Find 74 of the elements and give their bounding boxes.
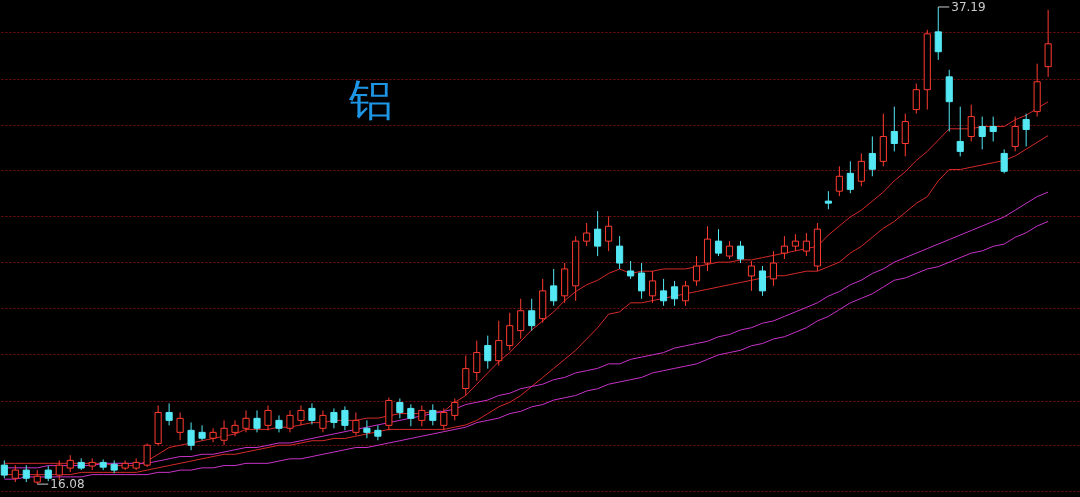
- candlestick: [989, 116, 997, 142]
- candlestick: [703, 225, 712, 272]
- candlestick: [638, 262, 646, 300]
- candlestick: [209, 427, 217, 443]
- candlestick: [1022, 113, 1030, 147]
- candlestick: [418, 404, 426, 427]
- candlestick: [967, 104, 975, 142]
- candlestick: [275, 414, 283, 433]
- candlestick: [308, 402, 316, 425]
- candlestick: [978, 116, 986, 150]
- candlestick: [242, 409, 250, 433]
- candlestick: [616, 235, 624, 270]
- candlestick: [857, 152, 865, 187]
- candlestick: [176, 411, 184, 441]
- candlestick: [670, 280, 679, 307]
- candlestick: [297, 404, 305, 426]
- candlestick: [714, 228, 723, 257]
- candlestick: [824, 190, 832, 210]
- candlestick: [165, 402, 173, 426]
- candlestick: [912, 83, 920, 115]
- candlestick: [407, 403, 415, 427]
- candlestick: [396, 397, 404, 419]
- candlestick: [692, 255, 701, 287]
- candlestick: [330, 407, 338, 429]
- candlestick: [780, 235, 789, 260]
- candlestick: [374, 424, 382, 441]
- candlestick: [484, 335, 492, 370]
- annotation: 37.19: [951, 0, 986, 14]
- candlestick: [517, 298, 525, 340]
- candlestick: [659, 278, 668, 307]
- candlestick: [846, 160, 854, 194]
- candlestick: [341, 405, 349, 431]
- candlestick: [769, 250, 778, 287]
- candlestick: [286, 409, 294, 433]
- candlestick: [231, 419, 239, 437]
- candlestick: [352, 411, 360, 436]
- candlestick: [55, 459, 63, 481]
- candlestick: [835, 165, 843, 197]
- candlestick: [429, 403, 437, 426]
- candlestick: [934, 6, 942, 61]
- candlestick: [253, 409, 261, 433]
- candlestick: [495, 320, 503, 367]
- candlestick: [1000, 148, 1008, 174]
- candlestick: [528, 298, 536, 332]
- candlestick: [901, 113, 909, 157]
- candlestick: [583, 222, 591, 247]
- text: 铝: [348, 74, 393, 125]
- candlestick: [143, 442, 151, 468]
- candlestick: [681, 280, 690, 307]
- candlestick: [198, 424, 206, 441]
- candlestick: [451, 397, 459, 421]
- candlestick: [220, 419, 228, 446]
- candlestick: [363, 419, 371, 439]
- candlestick: [473, 340, 481, 382]
- candlestick: [605, 215, 613, 252]
- candlestick: [264, 404, 272, 431]
- candlestick: [890, 106, 898, 152]
- candlestick: [440, 407, 448, 431]
- candlestick: [319, 409, 327, 433]
- candlestick: [1011, 116, 1019, 152]
- candlestick: [506, 312, 514, 352]
- annotation: 16.08: [50, 477, 85, 492]
- candlestick: [868, 135, 876, 177]
- candlestick: [187, 421, 195, 451]
- candlestick: [594, 210, 602, 257]
- candlestick: [758, 265, 767, 297]
- candlestick: [747, 260, 756, 292]
- candlestick: [1044, 9, 1052, 78]
- candlestick: [550, 268, 558, 307]
- candlestick: [462, 355, 470, 397]
- candlestick: [649, 270, 657, 304]
- candlestick: [736, 240, 745, 264]
- candlestick: [802, 232, 810, 257]
- candlestick: [956, 106, 964, 157]
